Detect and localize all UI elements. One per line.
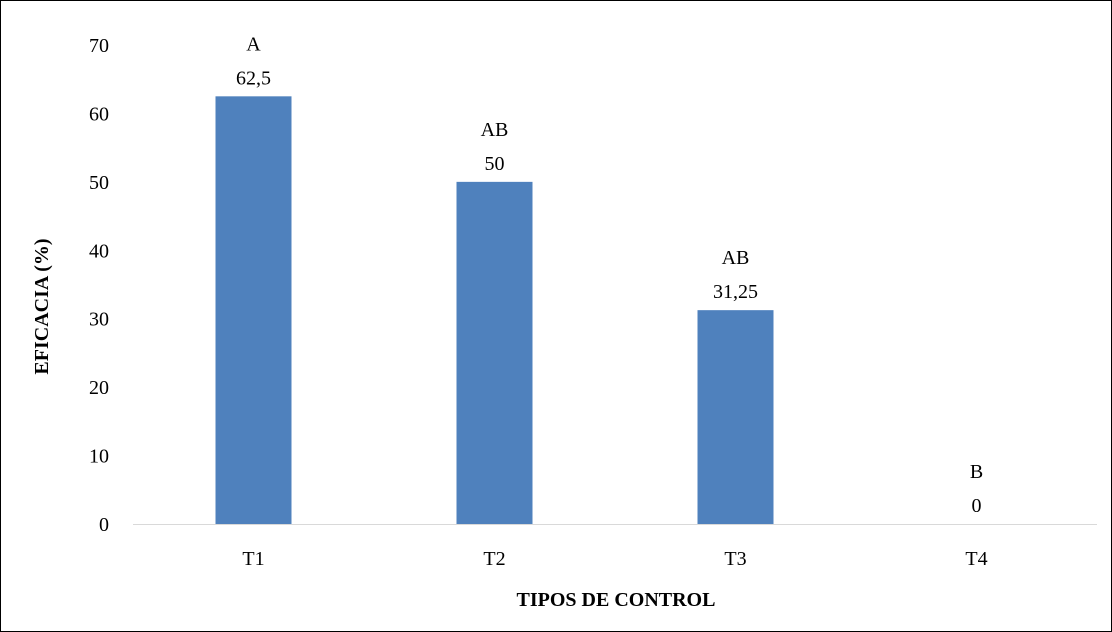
value-label: 50 — [485, 153, 505, 175]
y-tick-label: 0 — [99, 514, 109, 536]
data-labels: 62,5 A 50 AB 31,25 AB 0 B — [236, 33, 983, 517]
y-axis-title: EFICACIA (%) — [31, 238, 53, 374]
y-tick-label: 50 — [89, 172, 109, 194]
x-tick-label: T4 — [965, 548, 987, 570]
value-label: 62,5 — [236, 67, 271, 89]
y-tick-label: 10 — [89, 446, 109, 468]
y-tick-label: 20 — [89, 377, 109, 399]
group-letter-label: AB — [481, 119, 509, 141]
x-tick-label: T3 — [724, 548, 746, 570]
value-label: 0 — [972, 495, 982, 517]
group-letter-label: A — [246, 33, 261, 55]
x-axis: T1 T2 T3 T4 — [242, 548, 987, 570]
y-tick-label: 70 — [89, 35, 109, 57]
y-axis: 0 10 20 30 40 50 60 70 — [89, 35, 109, 536]
bar-group — [215, 96, 774, 525]
group-letter-label: B — [970, 461, 983, 483]
group-letter-label: AB — [722, 247, 750, 269]
bar-t3 — [697, 310, 774, 524]
bar-t1 — [215, 96, 292, 525]
bar-t2 — [456, 181, 533, 524]
y-tick-label: 60 — [89, 103, 109, 125]
x-axis-title: TIPOS DE CONTROL — [517, 589, 716, 611]
x-tick-label: T1 — [242, 548, 264, 570]
y-tick-label: 30 — [89, 309, 109, 331]
value-label: 31,25 — [713, 281, 758, 303]
y-tick-label: 40 — [89, 240, 109, 262]
x-tick-label: T2 — [483, 548, 505, 570]
